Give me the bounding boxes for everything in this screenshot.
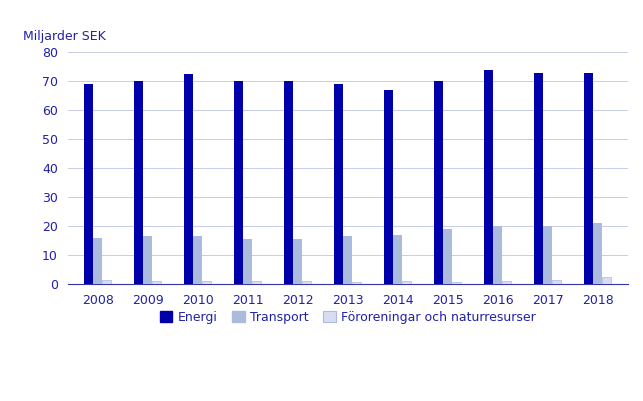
- Bar: [352, 282, 361, 284]
- Bar: [502, 281, 511, 284]
- Bar: [84, 84, 93, 284]
- Bar: [493, 226, 502, 284]
- Bar: [552, 280, 561, 284]
- Bar: [534, 73, 543, 284]
- Bar: [403, 282, 412, 284]
- Bar: [385, 90, 394, 284]
- Bar: [334, 84, 343, 284]
- Bar: [394, 235, 403, 284]
- Bar: [284, 81, 293, 284]
- Bar: [453, 282, 462, 284]
- Bar: [584, 73, 593, 284]
- Text: Miljarder SEK: Miljarder SEK: [23, 30, 105, 43]
- Bar: [484, 70, 493, 284]
- Bar: [152, 281, 161, 284]
- Bar: [293, 239, 302, 284]
- Bar: [185, 74, 194, 284]
- Bar: [243, 239, 252, 284]
- Bar: [543, 226, 552, 284]
- Bar: [203, 281, 212, 284]
- Bar: [134, 81, 143, 284]
- Bar: [302, 282, 311, 284]
- Bar: [194, 237, 203, 284]
- Bar: [343, 237, 352, 284]
- Bar: [593, 223, 602, 284]
- Bar: [93, 238, 102, 284]
- Bar: [234, 81, 243, 284]
- Legend: Energi, Transport, Föroreningar och naturresurser: Energi, Transport, Föroreningar och natu…: [155, 306, 541, 329]
- Bar: [102, 280, 111, 284]
- Bar: [602, 277, 611, 284]
- Bar: [435, 81, 444, 284]
- Bar: [143, 237, 152, 284]
- Bar: [252, 281, 261, 284]
- Bar: [444, 229, 453, 284]
